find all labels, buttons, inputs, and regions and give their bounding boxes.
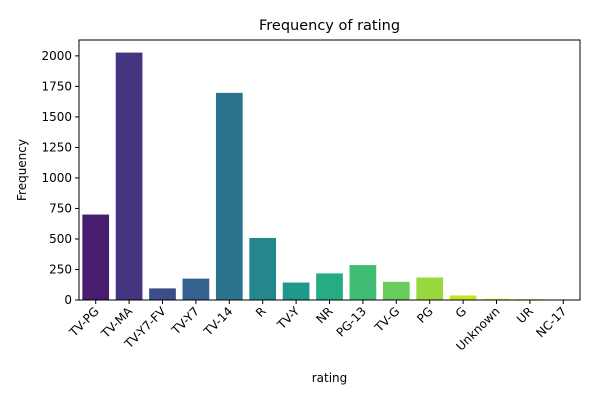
x-tick-label: PG xyxy=(414,304,436,326)
bar-unknown xyxy=(483,298,510,300)
bar-nr xyxy=(316,273,343,300)
plot-area-frame xyxy=(78,39,581,301)
bar-pg xyxy=(416,277,444,300)
y-tick-label: 1250 xyxy=(41,140,72,154)
bar-tv-pg xyxy=(82,214,110,300)
x-tick-label: TV-14 xyxy=(200,304,235,339)
bar-tv-y7 xyxy=(182,278,210,300)
x-tick-label: NR xyxy=(313,304,335,326)
y-tick-label: 2000 xyxy=(41,49,72,63)
y-tick-label: 250 xyxy=(49,262,72,276)
y-tick-label: 1000 xyxy=(41,171,72,185)
bars-group xyxy=(82,52,577,300)
bar-pg-13 xyxy=(349,265,377,300)
y-axis-ticks: 0 250 500 750 1000 1250 1500 1750 2000 xyxy=(41,49,79,307)
bar-tv-14 xyxy=(215,92,243,300)
bar-tv-g xyxy=(382,281,410,300)
x-tick-label: TV-Y7 xyxy=(168,304,202,338)
y-axis-title: Frequency xyxy=(15,139,29,201)
y-tick-label: 500 xyxy=(49,232,72,246)
bar-g xyxy=(449,295,477,300)
bar-tv-y7-fv xyxy=(149,288,176,300)
x-tick-label: R xyxy=(253,304,269,320)
x-tick-label: TV-G xyxy=(371,304,402,335)
x-tick-label: PG-13 xyxy=(334,304,369,339)
x-axis-title: rating xyxy=(312,371,348,385)
x-tick-label: G xyxy=(453,304,469,320)
x-tick-label: TV-Y xyxy=(274,304,303,333)
bar-tv-y xyxy=(282,282,310,300)
y-tick-label: 1750 xyxy=(41,79,72,93)
y-tick-label: 750 xyxy=(49,201,72,215)
x-tick-label: NC-17 xyxy=(533,304,569,340)
chart-title: Frequency of rating xyxy=(259,18,400,34)
x-tick-label: UR xyxy=(514,304,536,326)
y-tick-label: 1500 xyxy=(41,110,72,124)
bar-tv-ma xyxy=(115,52,143,300)
y-tick-label: 0 xyxy=(64,293,72,307)
bar-r xyxy=(249,237,277,300)
x-tick-label: TV-PG xyxy=(66,304,102,340)
